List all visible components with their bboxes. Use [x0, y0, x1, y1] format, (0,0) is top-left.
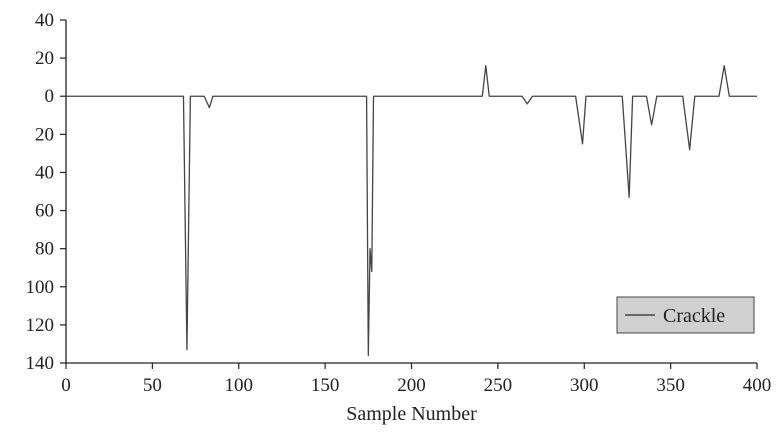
y-tick-label: 60: [35, 201, 54, 222]
x-tick-label: 200: [397, 375, 426, 396]
y-tick-label: 0: [45, 86, 55, 107]
x-tick-label: 0: [61, 375, 71, 396]
x-tick-label: 250: [484, 375, 513, 396]
y-tick-label: 40: [35, 10, 54, 31]
series-line-crackle: [66, 65, 757, 357]
x-tick-label: 100: [225, 375, 254, 396]
x-axis-title: Sample Number: [346, 403, 477, 425]
y-tick-label: 40: [35, 162, 54, 183]
y-tick-label: 80: [35, 239, 54, 260]
y-tick-label: 100: [26, 277, 55, 298]
x-tick-label: 150: [311, 375, 340, 396]
y-tick-label: 20: [35, 48, 54, 69]
y-tick-label: 120: [26, 315, 55, 336]
series-layer: [66, 65, 757, 357]
x-tick-label: 400: [743, 375, 772, 396]
x-tick-label: 300: [570, 375, 599, 396]
y-tick-label: 140: [26, 353, 55, 374]
legend-label: Crackle: [663, 305, 725, 327]
x-tick-label: 350: [656, 375, 685, 396]
legend: Crackle: [616, 296, 755, 334]
y-tick-label: 20: [35, 124, 54, 145]
x-tick-label: 50: [143, 375, 162, 396]
